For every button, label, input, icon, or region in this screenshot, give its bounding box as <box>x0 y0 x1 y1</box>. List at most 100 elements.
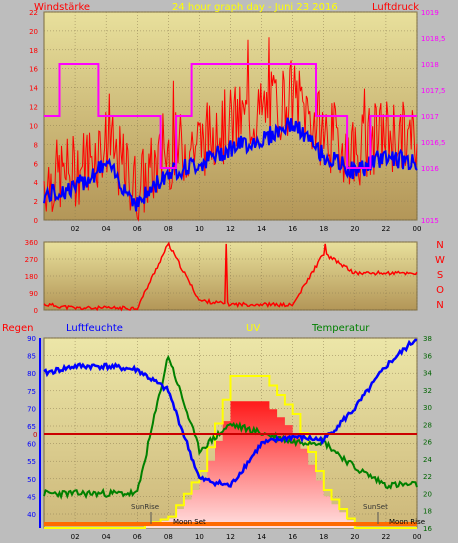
wind-tick-label: 2 <box>34 198 38 206</box>
temperature-tick-label: 30 <box>423 404 432 412</box>
x-tick-label: 16 <box>288 225 297 233</box>
x-tick-label: 04 <box>102 533 111 541</box>
wind-tick-label: 18 <box>29 47 38 55</box>
x-tick-label: 20 <box>350 533 359 541</box>
direction-tick-label: 90 <box>29 290 38 298</box>
x-tick-label: 10 <box>195 225 204 233</box>
direction-tick-label: 0 <box>34 307 38 315</box>
uv-series <box>44 375 417 529</box>
temperature-tick-label: 36 <box>423 352 432 360</box>
moonset-label: Moon Set <box>173 518 206 526</box>
compass-letter: O <box>436 285 444 296</box>
x-tick-label: 08 <box>164 533 173 541</box>
uv-area <box>44 401 417 528</box>
x-tick-label: 18 <box>319 533 328 541</box>
temperature-tick-label: 24 <box>423 456 432 464</box>
humidity-tick-label: 80 <box>27 370 36 378</box>
humidity-tick-label: 90 <box>27 335 36 343</box>
rain-zero-label: 0 <box>33 431 37 439</box>
x-tick-label: 02 <box>71 225 80 233</box>
compass-letter: S <box>437 270 443 281</box>
x-tick-label: 22 <box>381 225 390 233</box>
sunrise-label: SunRise <box>131 503 159 511</box>
pressure-tick-label: 1017 <box>421 113 439 121</box>
wind-tick-label: 8 <box>34 141 38 149</box>
wind-tick-label: 6 <box>34 160 39 168</box>
x-tick-label: 06 <box>133 533 142 541</box>
temperature-tick-label: 28 <box>423 421 432 429</box>
humidity-tick-label: 60 <box>27 441 36 449</box>
direction-tick-label: 360 <box>25 239 38 247</box>
chart-title: 24 hour graph day - Juni 23 2016 <box>172 2 338 13</box>
temperature-tick-label: 34 <box>423 370 432 378</box>
wind-series <box>43 37 418 222</box>
humidity-tick-label: 85 <box>27 353 36 361</box>
temperature-tick-label: 18 <box>423 508 432 516</box>
pressure-tick-label: 1016,5 <box>421 139 446 147</box>
compass-letter: N <box>436 300 443 311</box>
pressure-series <box>44 63 417 169</box>
x-tick-label: 14 <box>257 533 266 541</box>
direction-tick-label: 180 <box>25 273 38 281</box>
humidity-tick-label: 70 <box>27 405 36 413</box>
humidity-tick-label: 50 <box>27 476 36 484</box>
humidity-tick-label: 40 <box>27 511 36 519</box>
pressure-tick-label: 1019 <box>421 9 439 17</box>
wind-tick-label: 0 <box>34 217 38 225</box>
x-tick-label: 16 <box>288 533 297 541</box>
x-tick-label: 06 <box>133 225 142 233</box>
wind-x-axis: 02 04 06 08 10 12 14 16 18 20 22 00 <box>71 225 422 233</box>
wind-tick-label: 12 <box>29 104 38 112</box>
temperature-tick-label: 26 <box>423 439 432 447</box>
compass-letter: N <box>436 240 443 251</box>
humidity-tick-label: 45 <box>27 493 36 501</box>
climate-x-axis: 02 04 06 08 10 12 14 16 18 20 22 00 <box>71 533 422 541</box>
direction-series <box>43 241 418 312</box>
wind-tick-label: 16 <box>29 66 38 74</box>
direction-y-axis: 360 270 180 90 0 <box>25 239 38 315</box>
humidity-tick-label: 75 <box>27 388 36 396</box>
temperature-tick-label: 22 <box>423 473 432 481</box>
wind-tick-label: 22 <box>29 9 38 17</box>
sunset-label: SunSet <box>363 503 388 511</box>
humidity-series <box>43 338 418 488</box>
x-tick-label: 12 <box>226 533 235 541</box>
temperature-tick-label: 32 <box>423 387 432 395</box>
pressure-tick-label: 1016 <box>421 165 439 173</box>
wind-tick-label: 10 <box>29 122 38 130</box>
x-tick-label: 10 <box>195 533 204 541</box>
x-tick-label: 18 <box>319 225 328 233</box>
moonrise-label: Moon Rise <box>389 518 425 526</box>
wind-tick-label: 4 <box>34 179 39 187</box>
temperature-tick-label: 16 <box>423 525 432 533</box>
pressure-tick-label: 1018,5 <box>421 35 446 43</box>
pressure-y-axis: 1019 1018,5 1018 1017,5 1017 1016,5 1016 1015 <box>421 9 446 225</box>
temperature-series <box>43 354 418 500</box>
pressure-tick-label: 1015 <box>421 217 439 225</box>
x-tick-label: 22 <box>381 533 390 541</box>
compass-letter: W <box>435 255 445 266</box>
temperature-tick-label: 20 <box>423 490 432 498</box>
direction-grid <box>44 241 418 311</box>
humidity-label: Luftfeuchte <box>66 323 123 334</box>
x-tick-label: 08 <box>164 225 173 233</box>
x-tick-label: 12 <box>226 225 235 233</box>
wind-tick-label: 20 <box>29 28 38 36</box>
temperature-label: Temperatur <box>311 323 370 334</box>
x-tick-label: 20 <box>350 225 359 233</box>
rain-label: Regen <box>2 323 34 334</box>
temperature-y-axis: 38 36 34 32 30 28 26 24 22 20 18 16 <box>423 335 432 533</box>
pressure-tick-label: 1017,5 <box>421 87 446 95</box>
x-tick-label: 00 <box>413 533 422 541</box>
humidity-tick-label: 65 <box>27 423 36 431</box>
x-tick-label: 00 <box>413 225 422 233</box>
x-tick-label: 14 <box>257 225 266 233</box>
pressure-tick-label: 1018 <box>421 61 439 69</box>
humidity-tick-label: 55 <box>27 458 36 466</box>
humidity-y-axis: 90 85 80 75 70 65 60 55 50 45 40 <box>27 335 36 519</box>
pressure-title: Luftdruck <box>372 2 419 13</box>
temperature-tick-label: 38 <box>423 335 432 343</box>
